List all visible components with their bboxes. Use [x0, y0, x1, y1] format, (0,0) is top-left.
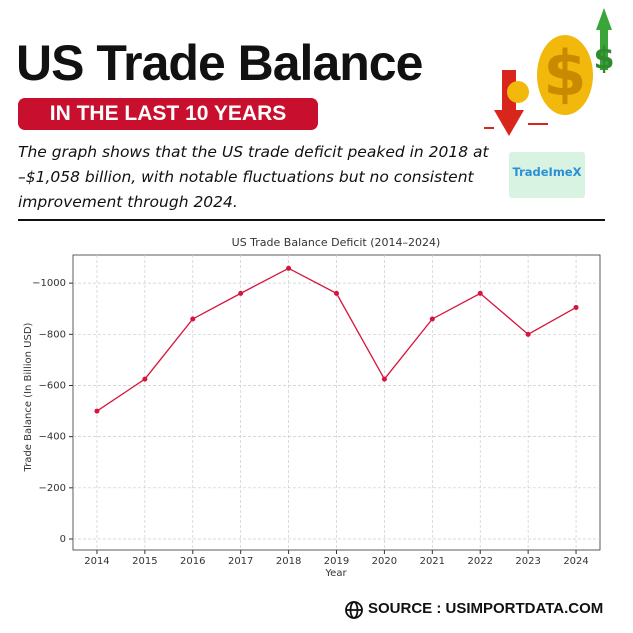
data-line [96, 267, 577, 412]
x-tick-label: 2019 [324, 556, 349, 567]
title: US Trade Balance [16, 35, 423, 91]
y-tick-label: −600 [39, 380, 66, 391]
y-axis-label: Trade Balance (In Billion USD) [23, 322, 34, 472]
x-tick-label: 2014 [84, 556, 109, 567]
y-tick-label: −200 [39, 483, 66, 494]
y-tick-label: 0 [60, 534, 66, 545]
data-point [94, 408, 100, 414]
data-point [238, 290, 244, 296]
x-tick-label: 2024 [563, 556, 588, 567]
svg-text:$: $ [594, 42, 615, 77]
y-tick-label: −800 [39, 329, 66, 340]
data-point [286, 265, 292, 271]
logo: TradeImeX [509, 152, 585, 198]
data-point [525, 331, 531, 337]
data-point [573, 304, 579, 310]
source: SOURCE : USIMPORTDATA.COM [368, 600, 604, 617]
x-tick-label: 2020 [372, 556, 397, 567]
x-tick-label: 2022 [468, 556, 493, 567]
svg-text:$: $ [543, 37, 586, 110]
x-tick-label: 2015 [132, 556, 157, 567]
x-tick-label: 2016 [180, 556, 205, 567]
money-icons: $ $ [484, 8, 614, 136]
x-tick-label: 2017 [228, 556, 253, 567]
x-tick-label: 2021 [420, 556, 445, 567]
data-point [142, 376, 148, 382]
x-tick-label: 2018 [276, 556, 301, 567]
x-tick-label: 2023 [515, 556, 540, 567]
data-point [429, 316, 435, 322]
data-point [334, 290, 339, 296]
description: The graph shows that the US trade defici… [18, 143, 489, 211]
badge: IN THE LAST 10 YEARS [18, 98, 318, 130]
data-point [190, 316, 196, 322]
y-tick-label: −1000 [32, 278, 66, 289]
chart-title: US Trade Balance Deficit (2014–2024) [232, 236, 441, 249]
globe-icon [345, 601, 363, 619]
data-point [477, 290, 483, 296]
data-point [381, 376, 387, 382]
y-tick-label: −400 [39, 432, 66, 443]
x-axis-label: Year [324, 568, 347, 579]
